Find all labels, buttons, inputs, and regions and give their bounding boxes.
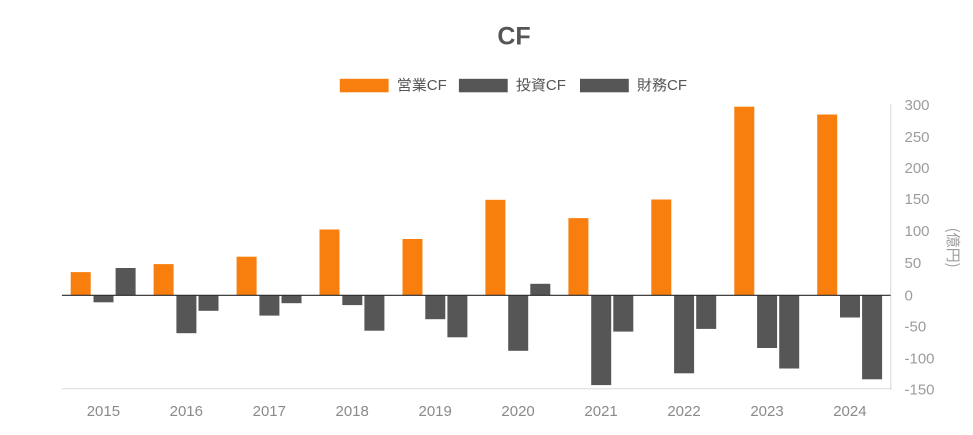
svg-text:2021: 2021 (584, 403, 617, 420)
svg-text:2017: 2017 (253, 403, 286, 420)
svg-text:CF: CF (427, 77, 447, 94)
svg-text:0: 0 (905, 287, 913, 304)
svg-text:-150: -150 (905, 382, 935, 399)
svg-text:300: 300 (905, 97, 930, 114)
svg-text:2016: 2016 (170, 403, 203, 420)
svg-text:CF: CF (497, 23, 530, 51)
svg-text:2020: 2020 (501, 403, 534, 420)
svg-text:50: 50 (905, 255, 922, 272)
svg-text:CF: CF (667, 77, 687, 94)
svg-text:-100: -100 (905, 350, 935, 367)
svg-text:2019: 2019 (419, 403, 452, 420)
svg-text:150: 150 (905, 191, 930, 208)
svg-text:CF: CF (546, 77, 566, 94)
svg-text:2023: 2023 (750, 403, 783, 420)
svg-text:2015: 2015 (87, 403, 120, 420)
svg-text:2018: 2018 (336, 403, 369, 420)
svg-text:2022: 2022 (667, 403, 700, 420)
svg-text:-50: -50 (905, 319, 927, 336)
svg-text:250: 250 (905, 129, 930, 146)
svg-text:100: 100 (905, 223, 930, 240)
svg-text:200: 200 (905, 160, 930, 177)
svg-text:2024: 2024 (833, 403, 866, 420)
